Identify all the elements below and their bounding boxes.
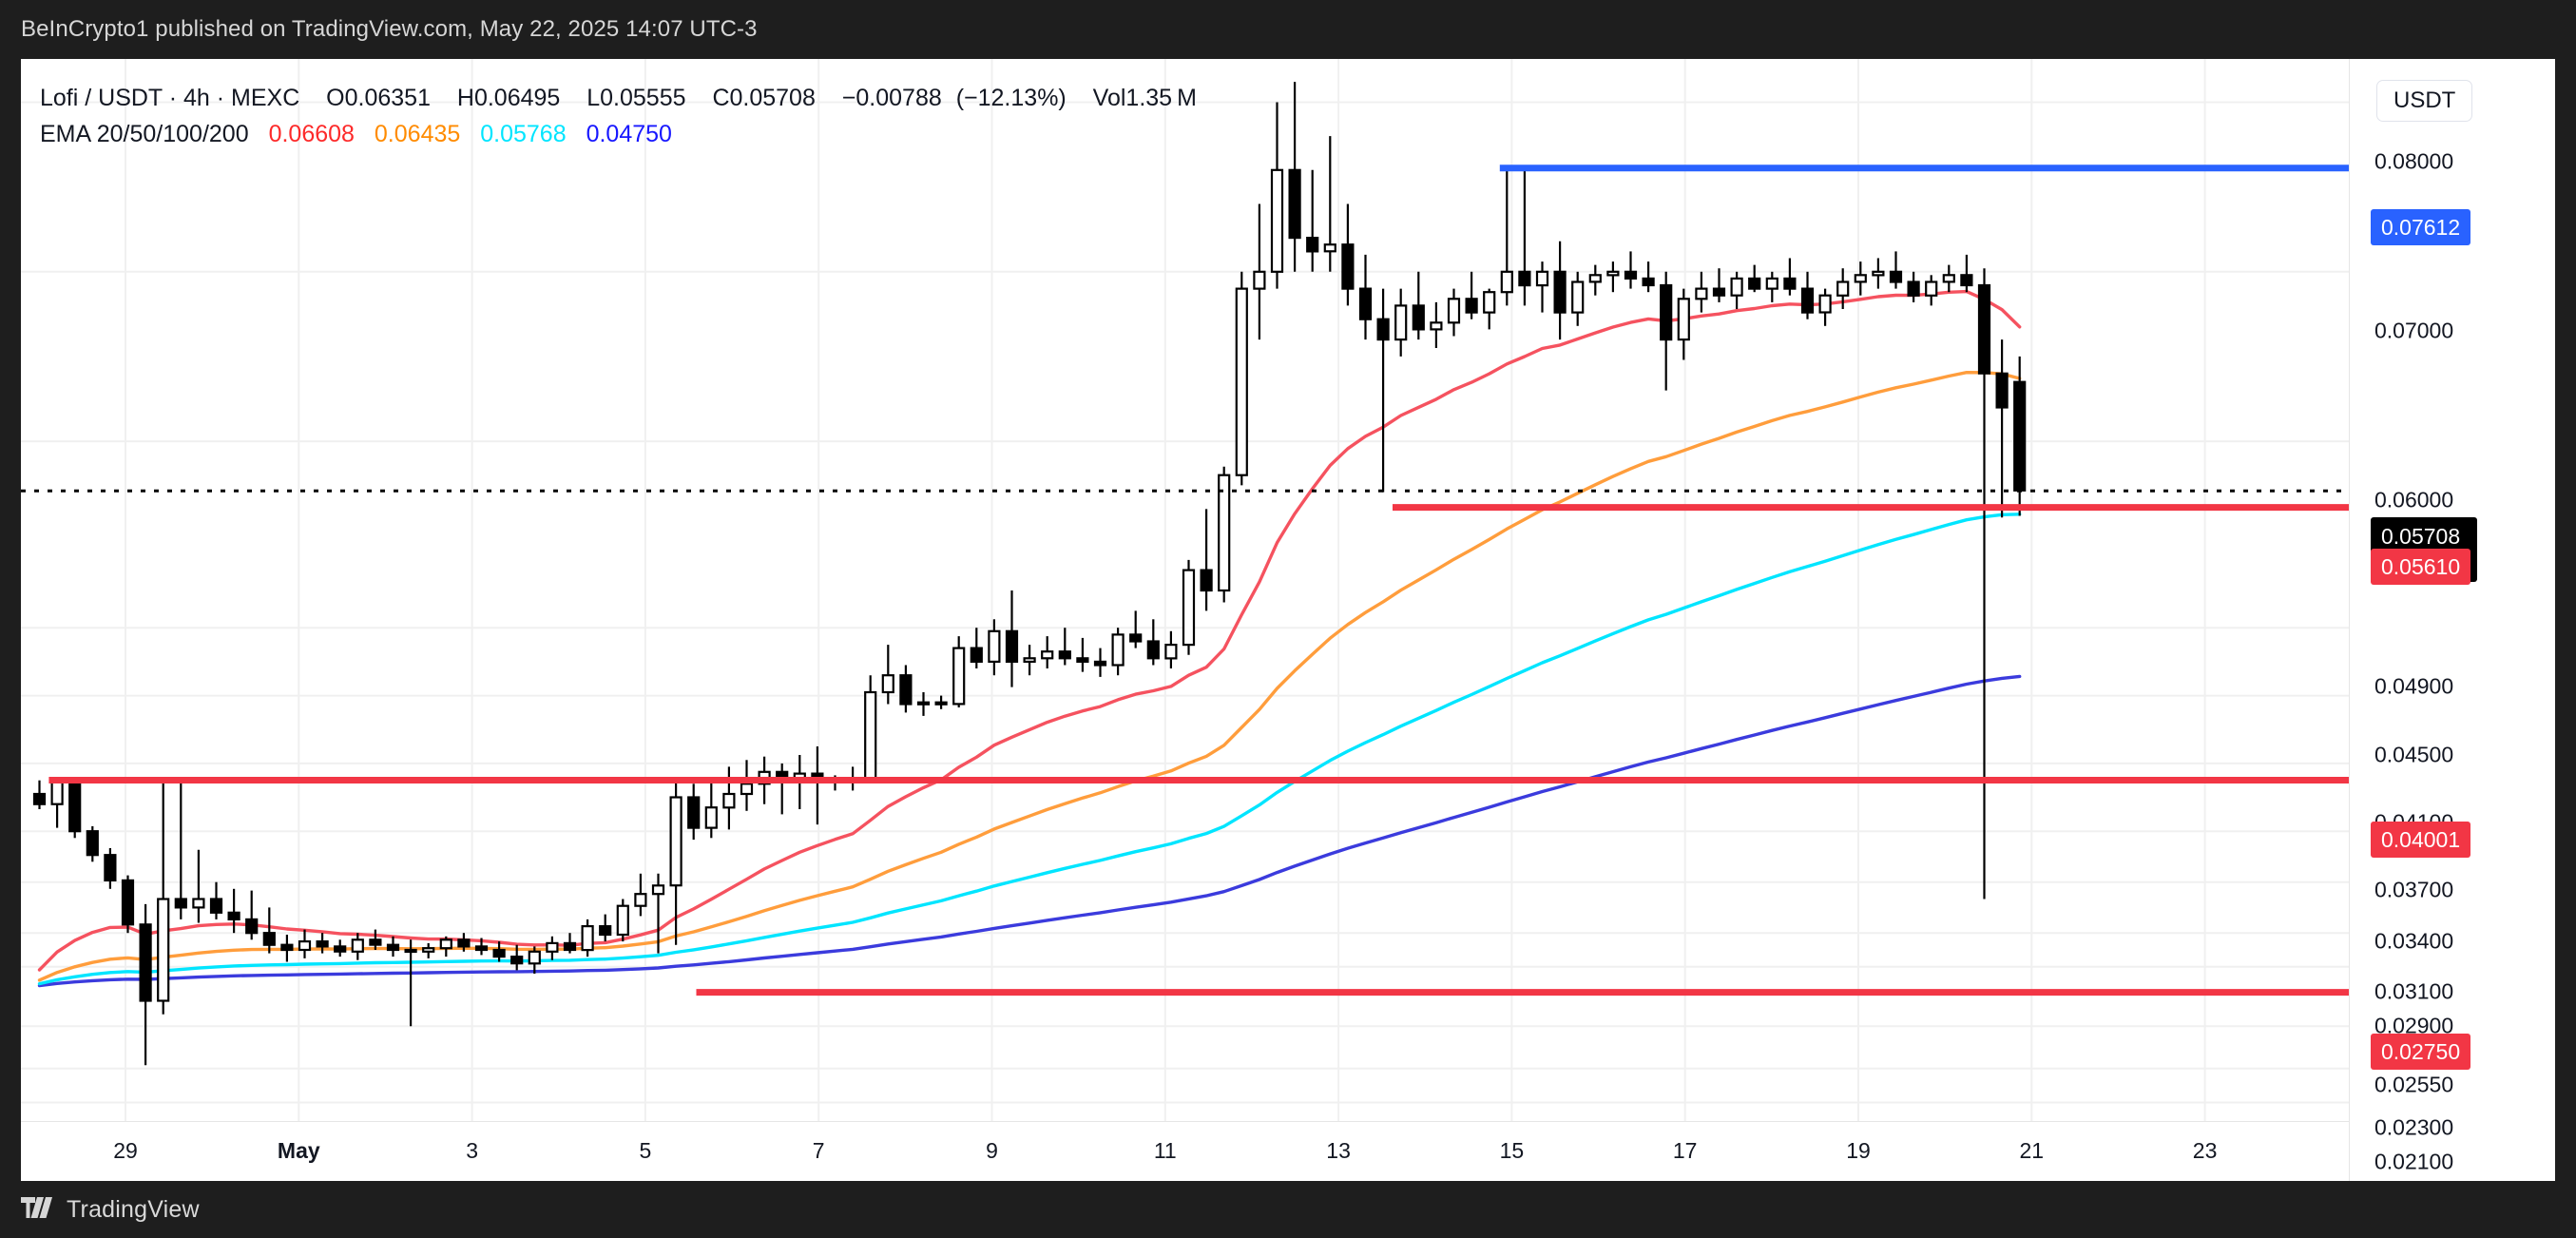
time-tick: 21 xyxy=(2019,1138,2045,1163)
legend-change-percent: (−12.13%) xyxy=(955,85,1067,111)
legend-ema-row: EMA 20/50/100/200 0.06608 0.06435 0.0576… xyxy=(40,116,1197,152)
footer-bar: TradingView xyxy=(0,1181,2576,1238)
price-label-value: 0.04001 xyxy=(2381,826,2461,852)
plot-area[interactable] xyxy=(21,59,2350,1122)
time-tick: 7 xyxy=(812,1138,825,1163)
chart-legend: Lofi / USDT · 4h · MEXC O0.06351 H0.0649… xyxy=(40,80,1197,152)
price-axis[interactable]: USDT 0.08000 0.07000 0.06000 0.04900 0.04500… xyxy=(2349,59,2555,1181)
price-label-value: 0.07612 xyxy=(2381,214,2461,240)
price-label-value: 0.02750 xyxy=(2381,1038,2461,1064)
legend-open: O0.06351 xyxy=(326,85,431,111)
price-label-value: 0.05610 xyxy=(2381,553,2461,579)
candlestick-svg xyxy=(21,59,2350,1122)
time-tick: 5 xyxy=(639,1138,652,1163)
legend-interval[interactable]: 4h xyxy=(183,85,210,111)
price-tick: 0.03400 xyxy=(2374,928,2454,954)
legend-volume: Vol1.35 M xyxy=(1092,85,1197,111)
time-tick: 9 xyxy=(986,1138,998,1163)
resistance-0-07612-price-label[interactable]: 0.07612 xyxy=(2371,208,2471,245)
legend-ema-50-value: 0.06435 xyxy=(374,121,461,147)
time-tick: 23 xyxy=(2192,1138,2218,1163)
legend-change-absolute: −0.00788 xyxy=(841,85,942,111)
legend-ema-title[interactable]: EMA 20/50/100/200 xyxy=(40,121,249,147)
price-tick: 0.02100 xyxy=(2374,1149,2454,1173)
price-tick: 0.06000 xyxy=(2374,487,2454,513)
price-tick: 0.07000 xyxy=(2374,318,2454,343)
legend-separator-2: · xyxy=(216,85,225,111)
legend-ohlc-row: Lofi / USDT · 4h · MEXC O0.06351 H0.0649… xyxy=(40,80,1197,116)
time-tick: 13 xyxy=(1326,1138,1351,1163)
time-tick: 17 xyxy=(1672,1138,1698,1163)
time-axis[interactable]: 29May35791113151719212325 xyxy=(21,1121,2391,1181)
footer-brand-label: TradingView xyxy=(67,1195,200,1223)
time-tick: 19 xyxy=(1846,1138,1871,1163)
time-tick: 15 xyxy=(1499,1138,1525,1163)
currency-unit-badge[interactable]: USDT xyxy=(2376,80,2473,122)
tradingview-logo-icon xyxy=(21,1197,52,1218)
price-tick: 0.03100 xyxy=(2374,978,2454,1004)
legend-low: L0.05555 xyxy=(586,85,686,111)
price-tick: 0.02550 xyxy=(2374,1072,2454,1097)
legend-ema-200-value: 0.04750 xyxy=(586,121,672,147)
price-label-value: 0.05708 xyxy=(2381,524,2461,550)
legend-separator-1: · xyxy=(168,85,178,111)
legend-high: H0.06495 xyxy=(456,85,561,111)
time-tick: 3 xyxy=(466,1138,478,1163)
support-0-04001-price-label[interactable]: 0.04001 xyxy=(2371,821,2471,858)
time-tick: May xyxy=(277,1138,320,1163)
legend-ema-100-value: 0.05768 xyxy=(480,121,567,147)
price-tick: 0.03700 xyxy=(2374,877,2454,902)
support-0-05610-price-label[interactable]: 0.05610 xyxy=(2371,548,2471,585)
legend-close: C0.05708 xyxy=(712,85,816,111)
price-tick: 0.08000 xyxy=(2374,148,2454,173)
price-tick: 0.04900 xyxy=(2374,673,2454,699)
chart-panel: Lofi / USDT · 4h · MEXC O0.06351 H0.0649… xyxy=(21,59,2555,1181)
price-tick: 0.04500 xyxy=(2374,742,2454,767)
legend-symbol[interactable]: Lofi / USDT xyxy=(40,85,163,111)
legend-exchange[interactable]: MEXC xyxy=(231,85,300,111)
attribution-bar: BeInCrypto1 published on TradingView.com… xyxy=(0,0,2576,59)
support-0-02750-price-label[interactable]: 0.02750 xyxy=(2371,1033,2471,1070)
price-tick: 0.02300 xyxy=(2374,1114,2454,1140)
time-tick: 29 xyxy=(113,1138,138,1163)
legend-ema-20-value: 0.06608 xyxy=(268,121,355,147)
time-tick: 11 xyxy=(1153,1138,1177,1163)
